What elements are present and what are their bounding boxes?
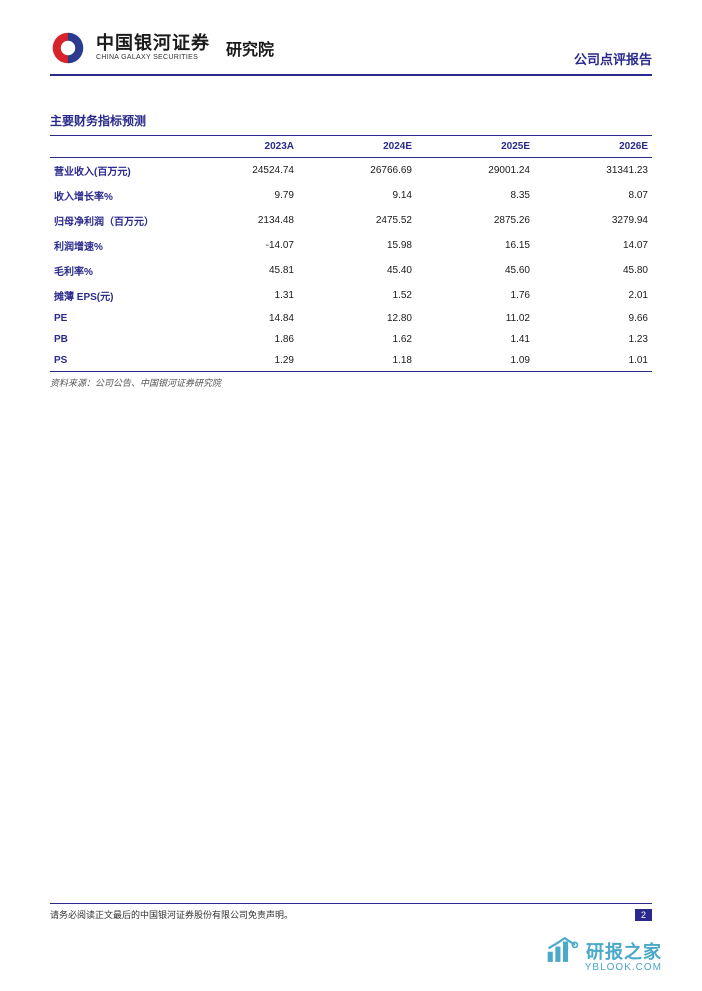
metric-value: -14.07 xyxy=(180,233,298,258)
metric-value: 29001.24 xyxy=(416,158,534,184)
table-row: 收入增长率%9.799.148.358.07 xyxy=(50,183,652,208)
company-name-en: CHINA GALAXY SECURITIES xyxy=(96,54,210,62)
col-2024e: 2024E xyxy=(298,136,416,158)
table-row: PS1.291.181.091.01 xyxy=(50,350,652,372)
table-row: 摊薄 EPS(元)1.311.521.762.01 xyxy=(50,283,652,308)
document-page: 中国银河证券 CHINA GALAXY SECURITIES 研究院 公司点评报… xyxy=(0,0,702,389)
metric-value: 12.80 xyxy=(298,308,416,329)
metric-value: 1.01 xyxy=(534,350,652,372)
metric-value: 1.62 xyxy=(298,329,416,350)
metric-value: 45.60 xyxy=(416,258,534,283)
metric-value: 2875.26 xyxy=(416,208,534,233)
metric-value: 1.23 xyxy=(534,329,652,350)
col-2026e: 2026E xyxy=(534,136,652,158)
metric-value: 1.31 xyxy=(180,283,298,308)
col-metric xyxy=(50,136,180,158)
metric-value: 14.07 xyxy=(534,233,652,258)
metric-value: 16.15 xyxy=(416,233,534,258)
disclaimer-text: 请务必阅读正文最后的中国银河证券股份有限公司免责声明。 xyxy=(50,908,293,921)
metric-value: 1.76 xyxy=(416,283,534,308)
table-row: 利润增速%-14.0715.9816.1514.07 xyxy=(50,233,652,258)
metric-name: PS xyxy=(50,350,180,372)
metric-value: 31341.23 xyxy=(534,158,652,184)
metric-value: 8.35 xyxy=(416,183,534,208)
metric-value: 11.02 xyxy=(416,308,534,329)
section-title: 主要财务指标预测 xyxy=(50,112,652,129)
metric-value: 45.80 xyxy=(534,258,652,283)
metric-value: 2.01 xyxy=(534,283,652,308)
metric-value: 2475.52 xyxy=(298,208,416,233)
metric-name: PB xyxy=(50,329,180,350)
metric-value: 45.40 xyxy=(298,258,416,283)
metric-value: 1.52 xyxy=(298,283,416,308)
metric-value: 14.84 xyxy=(180,308,298,329)
table-row: PB1.861.621.411.23 xyxy=(50,329,652,350)
page-header: 中国银河证券 CHINA GALAXY SECURITIES 研究院 公司点评报… xyxy=(50,30,652,76)
metric-name: 归母净利润（百万元） xyxy=(50,208,180,233)
watermark-cn: 研报之家 xyxy=(586,938,662,964)
page-footer: 请务必阅读正文最后的中国银河证券股份有限公司免责声明。 2 xyxy=(50,903,652,921)
metric-value: 26766.69 xyxy=(298,158,416,184)
metric-value: 8.07 xyxy=(534,183,652,208)
metric-value: 15.98 xyxy=(298,233,416,258)
metric-value: 1.18 xyxy=(298,350,416,372)
table-row: 营业收入(百万元)24524.7426766.6929001.2431341.2… xyxy=(50,158,652,184)
metric-name: 摊薄 EPS(元) xyxy=(50,283,180,308)
metric-value: 9.14 xyxy=(298,183,416,208)
metric-name: 利润增速% xyxy=(50,233,180,258)
table-row: PE14.8412.8011.029.66 xyxy=(50,308,652,329)
company-logo-icon xyxy=(50,30,86,66)
col-2023a: 2023A xyxy=(180,136,298,158)
metric-name: 收入增长率% xyxy=(50,183,180,208)
metric-value: 3279.94 xyxy=(534,208,652,233)
table-row: 毛利率%45.8145.4045.6045.80 xyxy=(50,258,652,283)
metric-value: 2134.48 xyxy=(180,208,298,233)
metric-value: 9.66 xyxy=(534,308,652,329)
metric-value: 1.09 xyxy=(416,350,534,372)
metric-name: PE xyxy=(50,308,180,329)
watermark-chart-icon xyxy=(546,936,580,964)
table-header-row: 2023A 2024E 2025E 2026E xyxy=(50,136,652,158)
metric-value: 1.41 xyxy=(416,329,534,350)
page-number: 2 xyxy=(635,909,652,921)
metric-value: 1.86 xyxy=(180,329,298,350)
table-body: 营业收入(百万元)24524.7426766.6929001.2431341.2… xyxy=(50,158,652,372)
institute-label: 研究院 xyxy=(226,36,274,60)
financial-forecast-table: 2023A 2024E 2025E 2026E 营业收入(百万元)24524.7… xyxy=(50,135,652,372)
col-2025e: 2025E xyxy=(416,136,534,158)
metric-name: 毛利率% xyxy=(50,258,180,283)
watermark: 研报之家 YBLOOK.COM xyxy=(546,936,662,973)
table-source: 资料来源：公司公告、中国银河证券研究院 xyxy=(50,376,652,389)
table-row: 归母净利润（百万元）2134.482475.522875.263279.94 xyxy=(50,208,652,233)
company-name: 中国银河证券 CHINA GALAXY SECURITIES xyxy=(96,34,210,61)
metric-value: 9.79 xyxy=(180,183,298,208)
metric-value: 1.29 xyxy=(180,350,298,372)
metric-value: 45.81 xyxy=(180,258,298,283)
company-name-cn: 中国银河证券 xyxy=(96,34,210,54)
report-type: 公司点评报告 xyxy=(574,49,652,68)
metric-value: 24524.74 xyxy=(180,158,298,184)
logo-block: 中国银河证券 CHINA GALAXY SECURITIES 研究院 xyxy=(50,30,274,66)
metric-name: 营业收入(百万元) xyxy=(50,158,180,184)
